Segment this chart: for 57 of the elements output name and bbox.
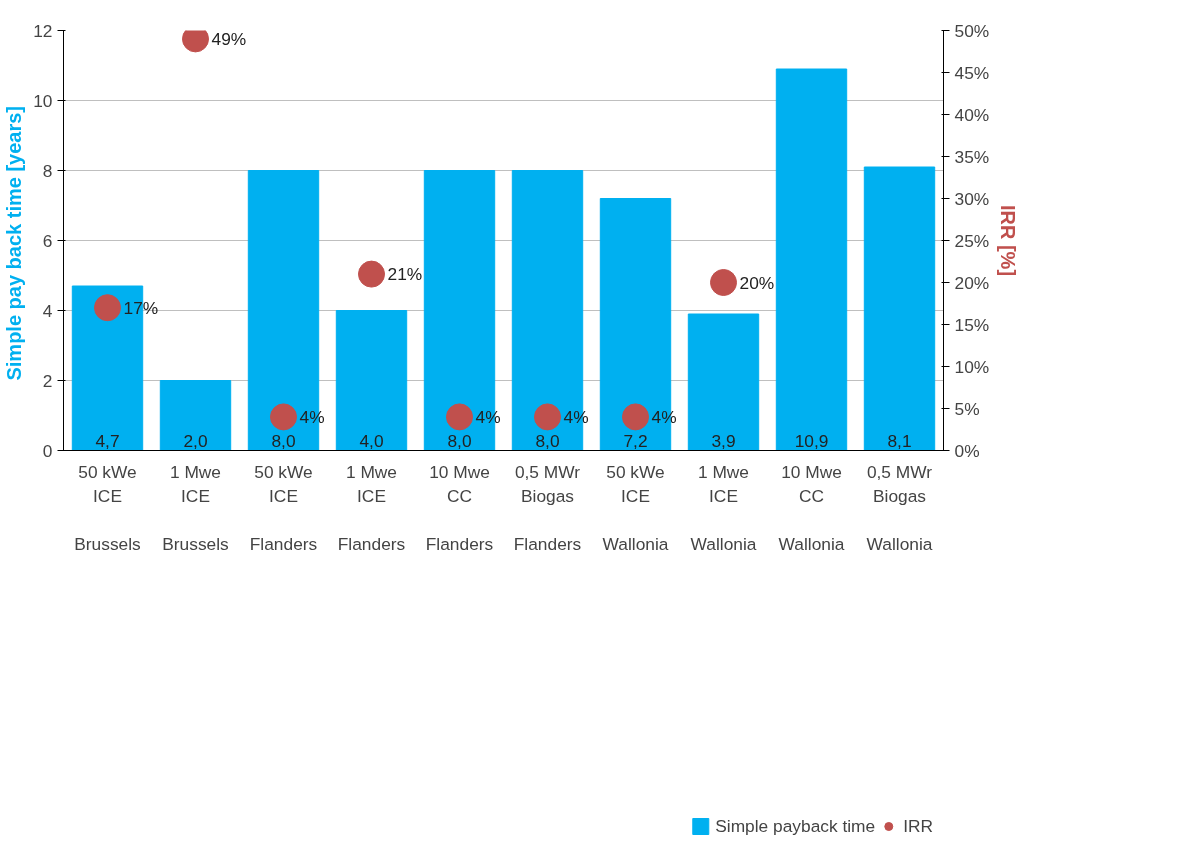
category-label: 10 Mwe CC Flanders (425, 461, 494, 554)
y-tick-label: 8 (42, 160, 53, 181)
data-label: 49% (211, 28, 247, 49)
bar (863, 166, 936, 451)
point (622, 403, 649, 431)
data-label: 8,0 (447, 430, 472, 451)
legend-label: IRR (903, 815, 933, 837)
data-label: 4,7 (95, 430, 120, 451)
data-label: 8,0 (271, 430, 296, 451)
category-label: 10 Mwe CC Wallonia (778, 461, 845, 554)
y2-tick-label: 15% (954, 314, 990, 335)
y-axis-title: Simple pay back time [years] (3, 105, 26, 381)
data-label: 3,9 (711, 430, 736, 451)
bar (775, 68, 848, 451)
y2-tick-label: 30% (954, 188, 990, 209)
y-tick-label: 12 (33, 20, 53, 41)
y-tick-label: 2 (42, 370, 53, 391)
y-tick-label: 4 (42, 300, 53, 321)
y-tick-label: 10 (33, 90, 53, 111)
bar (159, 380, 232, 451)
point (94, 294, 121, 322)
y2-tick-label: 45% (954, 62, 990, 83)
category-label: 50 kWe ICE Wallonia (602, 461, 669, 554)
y2-axis-title: IRR [%] (997, 204, 1020, 277)
point (358, 260, 385, 288)
category-label: 50 kWe ICE Brussels (74, 461, 141, 554)
category-label: 0,5 MWr Biogas Wallonia (866, 461, 933, 554)
data-label: 8,1 (887, 430, 912, 451)
point (270, 403, 297, 431)
data-label: 20% (739, 272, 775, 293)
y2-tick-label: 25% (954, 230, 990, 251)
legend-label: Simple payback time (715, 815, 876, 837)
category-label: 1 Mwe ICE Brussels (162, 461, 229, 554)
data-label: 4,0 (359, 430, 384, 451)
category-label: 1 Mwe ICE Wallonia (690, 461, 757, 554)
y2-tick-label: 5% (954, 398, 980, 419)
data-label: 8,0 (535, 430, 560, 451)
y2-tick-label: 20% (954, 272, 990, 293)
y2-tick-label: 40% (954, 104, 990, 125)
bar (687, 313, 760, 451)
y-tick-label: 6 (42, 230, 53, 251)
bar (335, 310, 408, 451)
y-tick-label: 0 (42, 440, 53, 461)
y2-tick-label: 0% (954, 440, 980, 461)
point (710, 269, 737, 296)
category-label: 50 kWe ICE Flanders (249, 461, 318, 554)
point (446, 403, 473, 431)
y2-tick-label: 35% (954, 146, 990, 167)
data-label: 21% (387, 264, 423, 285)
data-label: 2,0 (183, 430, 208, 451)
category-label: 0,5 MWr Biogas Flanders (513, 461, 582, 554)
data-label: 10,9 (794, 430, 829, 451)
category-label: 1 Mwe ICE Flanders (337, 461, 406, 554)
y2-tick-label: 10% (954, 356, 990, 377)
point (534, 403, 561, 431)
data-label: 7,2 (623, 430, 648, 451)
y2-tick-label: 50% (954, 20, 990, 41)
